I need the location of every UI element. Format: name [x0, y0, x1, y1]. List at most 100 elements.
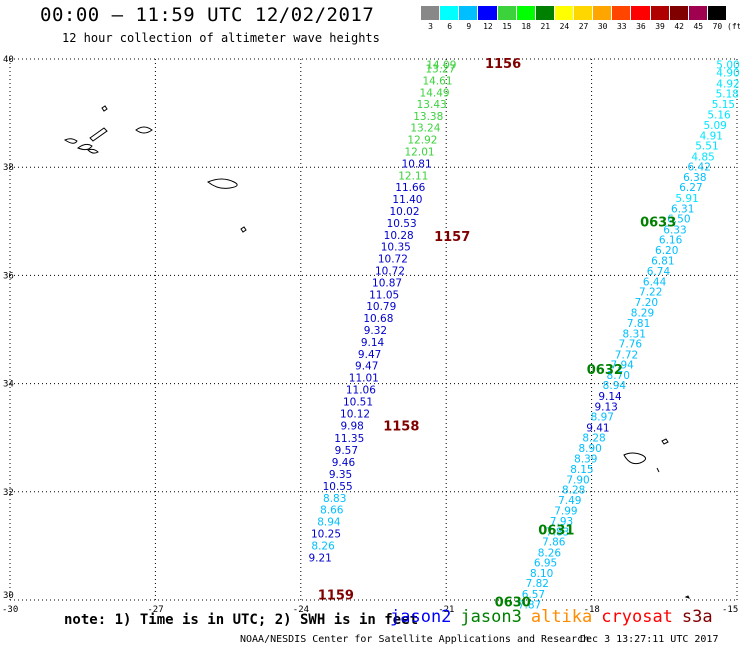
- colorbar-label: 36: [636, 22, 646, 31]
- jason2-swh-value: 7.72: [615, 349, 638, 361]
- colorbar-swatch: [459, 6, 479, 20]
- jason3-swh-value: 8.94: [317, 517, 341, 529]
- jason2-swh-value: 6.33: [663, 224, 686, 236]
- jason3-swh-value: 8.83: [323, 493, 346, 505]
- jason2-swh-value: 8.28: [562, 485, 585, 497]
- colorbar-swatch: [554, 6, 574, 20]
- jason3-swh-value: 8.66: [320, 505, 344, 517]
- jason2-swh-value: 8.28: [582, 433, 605, 445]
- jason3-swh-value: 11.35: [334, 433, 364, 445]
- colorbar-swatch: [421, 6, 441, 20]
- island-madeira: [623, 452, 646, 465]
- colorbar-swatch: [593, 6, 613, 20]
- jason3-swh-value: 12.11: [398, 170, 428, 182]
- jason3-swh-value: 9.46: [332, 457, 356, 469]
- jason3-swh-value: 13.24: [410, 123, 440, 135]
- colorbar-label: 6: [447, 22, 453, 31]
- jason2-swh-value: 4.90: [716, 68, 739, 80]
- time-labels: 1156 1157 1158 1159 0633 0632 0631 0630: [318, 57, 676, 611]
- jason2-swh-value: 6.57: [522, 589, 545, 601]
- jason3-swh-value: 11.01: [349, 373, 379, 385]
- pass-time-label: 0630: [495, 596, 531, 611]
- colorbar-label: 3: [428, 22, 433, 31]
- jason2-swh-value: 7.87: [518, 599, 541, 611]
- jason2-swh-value: 8.29: [631, 308, 654, 320]
- jason3-swh-value: 13.38: [413, 111, 443, 123]
- island-azores-4: [101, 105, 108, 112]
- jason3-swh-value: 13.27: [425, 64, 455, 76]
- colorbar-swatch: [574, 6, 594, 20]
- colorbar-swatch: [688, 6, 708, 20]
- jason2-swh-value: 6.74: [647, 266, 671, 278]
- colorbar-swatch: [707, 6, 727, 20]
- pass-time-label: 0631: [538, 524, 574, 539]
- jason3-swh-value: 9.14: [361, 337, 385, 349]
- jason2-swh-value: 5.18: [716, 89, 739, 101]
- legend-s3a: s3a: [681, 607, 713, 627]
- jason3-swh-value: 10.25: [311, 528, 341, 540]
- colorbar-label: 15: [502, 22, 512, 31]
- jason2-swh-value: 6.44: [643, 276, 667, 288]
- colorbar-label: 12: [483, 22, 493, 31]
- jason3-swh-value: 14.49: [420, 88, 450, 100]
- colorbar-labels: 3 6 9 12 15 18 21 24 27 30 33 36 39 42 45 70: [421, 22, 727, 31]
- axis-ticks: -30 -27 -24 -21 -18 -15 30 32 34 36 38 40: [2, 55, 738, 615]
- colorbar-swatch: [478, 6, 498, 20]
- jason2-swh-value: 7.22: [639, 287, 662, 299]
- chart-subtitle: 12 hour collection of altimeter wave hei…: [62, 31, 380, 45]
- colorbar-label: 27: [578, 22, 589, 31]
- jason2-swh-value: 7.82: [526, 578, 549, 590]
- jason2-swh-value: 6.42: [688, 162, 711, 174]
- colorbar-swatch: [535, 6, 555, 20]
- jason3-swh-value: 10.79: [366, 301, 396, 313]
- island-santa-maria: [207, 178, 238, 189]
- jason3-swh-value: 9.35: [329, 469, 352, 481]
- jason2-swh-value: 6.16: [659, 235, 683, 247]
- jason2-swh-value: 7.93: [550, 516, 573, 528]
- jason3-swh-value: 11.05: [369, 289, 399, 301]
- jason2-swh-value: 7.83: [546, 526, 569, 538]
- footnote: note: 1) Time is in UTC; 2) SWH is in fe…: [64, 612, 419, 628]
- jason2-swh-value: 8.26: [538, 547, 562, 559]
- observations: 14.0913.2714.6114.4913.4313.3813.2412.92…: [308, 59, 739, 611]
- x-tick-label: -27: [147, 605, 163, 615]
- satellite-legend: jason2 jason3 altika cryosat s3a: [390, 607, 722, 627]
- jason3-swh-value: 11.40: [392, 194, 422, 206]
- jason2-swh-value: 9.13: [594, 401, 617, 413]
- x-tick-label: -15: [722, 605, 738, 615]
- island-porto-santo: [661, 438, 669, 445]
- pass-time-label: 1156: [485, 57, 521, 72]
- colorbar-label: 24: [559, 22, 570, 31]
- pass-time-label: 1157: [434, 230, 470, 245]
- jason3-swh-value: 9.57: [335, 445, 358, 457]
- jason3-swh-value: 11.66: [395, 182, 425, 194]
- jason3-swh-value: 10.72: [378, 254, 408, 266]
- jason2-swh-value: 9.41: [586, 422, 609, 434]
- jason2-swh-value: 4.92: [716, 78, 739, 90]
- colorbar-swatch: [631, 6, 651, 20]
- jason2-swh-value: 7.81: [627, 318, 650, 330]
- legend-jason2: jason2: [390, 607, 452, 627]
- x-tick-label: -18: [584, 605, 600, 615]
- timestamp-text: Dec 3 13:27:11 UTC 2017: [580, 634, 719, 645]
- jason2-swh-value: 4.85: [691, 151, 714, 163]
- jason3-swh-value: 10.35: [381, 242, 411, 254]
- colorbar-label: 21: [540, 22, 551, 31]
- jason2-swh-value: 6.50: [667, 214, 690, 226]
- jason2-swh-value: 6.31: [671, 203, 694, 215]
- jason2-swh-value: 8.31: [623, 328, 646, 340]
- island-azores-5: [135, 126, 153, 134]
- island-azores-6: [87, 148, 99, 154]
- legend-jason3: jason3: [460, 607, 522, 627]
- colorbar-label: 9: [466, 22, 472, 31]
- y-tick-label: 34: [3, 380, 14, 390]
- colorbar-swatch: [516, 6, 536, 20]
- jason3-swh-value: 13.43: [417, 99, 447, 111]
- island-azores-2: [76, 143, 93, 151]
- jason3-swh-value: 10.72: [375, 266, 405, 278]
- colorbar-unit: (ft): [727, 22, 740, 31]
- island-savage: [684, 595, 690, 599]
- jason3-swh-value: 10.12: [340, 408, 370, 420]
- jason2-swh-value: 7.86: [542, 537, 566, 549]
- colorbar-swatch: [497, 6, 517, 20]
